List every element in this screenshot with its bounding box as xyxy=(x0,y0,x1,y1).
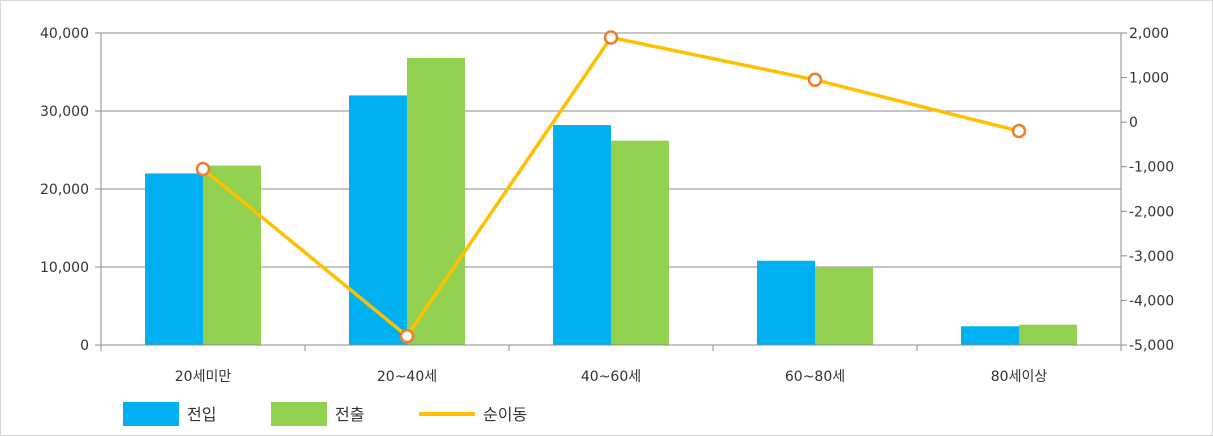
right-tick-label: 1,000 xyxy=(1129,71,1169,87)
bar-out xyxy=(1019,324,1077,345)
left-tick-label: 10,000 xyxy=(40,260,89,276)
right-tick-label: -3,000 xyxy=(1129,249,1174,265)
label-layer: 0 10,000 20,000 30,000 40,000 -5,000 -4,000 -3,… xyxy=(40,26,1174,385)
right-tick-label: -5,000 xyxy=(1129,338,1174,354)
category-label: 60~80세 xyxy=(785,369,845,385)
bar-in xyxy=(757,260,815,345)
right-tick-label: 2,000 xyxy=(1129,26,1169,42)
bar-in xyxy=(553,125,611,345)
legend-swatch-in xyxy=(123,402,179,426)
left-tick-label: 40,000 xyxy=(40,26,89,42)
bar-out xyxy=(611,140,669,345)
legend-label: 전입 xyxy=(187,405,216,424)
left-tick-label: 20,000 xyxy=(40,182,89,198)
category-label: 40~60세 xyxy=(581,369,641,385)
legend-label: 전출 xyxy=(335,405,364,424)
right-tick-label: -2,000 xyxy=(1129,204,1174,220)
legend-label: 순이동 xyxy=(483,405,527,424)
category-label: 20세미만 xyxy=(175,369,232,385)
bar-in xyxy=(349,95,407,346)
net-migration-point xyxy=(195,161,211,177)
legend-swatch-out xyxy=(271,402,327,426)
line-layer xyxy=(195,30,1027,344)
axis-layer xyxy=(95,32,1127,351)
bar-out xyxy=(407,57,465,346)
left-tick-label: 0 xyxy=(80,338,89,354)
bar-in xyxy=(961,326,1019,345)
net-migration-point xyxy=(807,72,823,88)
bar-out xyxy=(203,165,261,345)
bar-out xyxy=(815,267,873,345)
net-migration-point xyxy=(1011,123,1027,139)
net-migration-point xyxy=(603,30,619,45)
bar-in xyxy=(145,173,203,345)
category-label: 80세이상 xyxy=(991,369,1048,385)
left-tick-label: 30,000 xyxy=(40,104,89,120)
right-tick-label: -1,000 xyxy=(1129,160,1174,176)
legend: 전입 전출 순이동 xyxy=(123,402,527,426)
net-migration-point xyxy=(399,328,415,344)
category-label: 20~40세 xyxy=(377,369,437,385)
bar-layer xyxy=(145,57,1077,346)
right-tick-label: 0 xyxy=(1129,115,1138,131)
right-tick-label: -4,000 xyxy=(1129,293,1174,309)
